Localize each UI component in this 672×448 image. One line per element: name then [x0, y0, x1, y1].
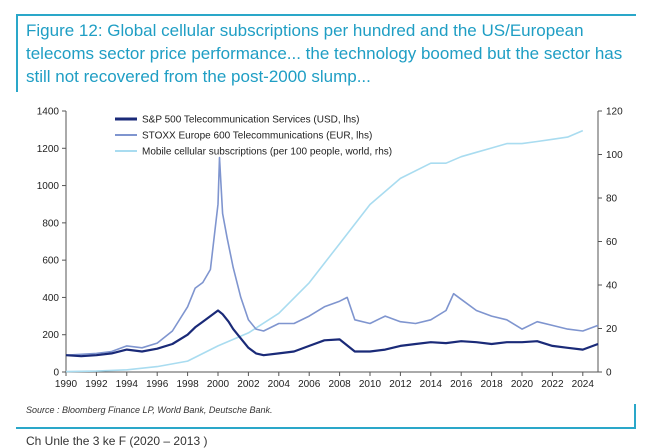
frame-right-border [634, 404, 636, 428]
x-tick-label: 2010 [359, 379, 382, 390]
y-right-tick-label: 0 [606, 368, 612, 379]
next-figure-title-cutoff: Ch Unle the 3 ke F (2020 – 2013 ) [26, 434, 208, 448]
x-tick-label: 2020 [511, 379, 534, 390]
y-right-tick-label: 80 [606, 194, 618, 205]
x-tick-label: 2004 [268, 379, 291, 390]
x-tick-label: 1996 [146, 379, 169, 390]
legend-label: STOXX Europe 600 Telecommunications (EUR… [142, 131, 372, 142]
y-left-tick-label: 400 [42, 293, 59, 304]
x-tick-label: 2002 [237, 379, 260, 390]
legend-label: Mobile cellular subscriptions (per 100 p… [142, 147, 392, 158]
x-tick-label: 1992 [85, 379, 108, 390]
y-left-tick-label: 1400 [37, 107, 60, 118]
y-right-tick-label: 60 [606, 237, 618, 248]
x-tick-label: 2022 [541, 379, 564, 390]
y-right-tick-label: 20 [606, 324, 618, 335]
x-tick-label: 2014 [420, 379, 443, 390]
x-tick-label: 1998 [176, 379, 199, 390]
series-line-sp500-telecom [65, 309, 599, 358]
figure-title: Figure 12: Global cellular subscriptions… [26, 21, 623, 86]
x-tick-label: 2000 [207, 379, 230, 390]
x-tick-label: 2006 [298, 379, 321, 390]
source-note: Source : Bloomberg Finance LP, World Ban… [26, 405, 273, 415]
y-left-tick-label: 600 [42, 256, 59, 267]
series-line-mobile-subscriptions [65, 129, 584, 373]
x-tick-label: 1990 [55, 379, 78, 390]
frame-left-border [16, 14, 18, 92]
y-right-tick-label: 100 [606, 150, 623, 161]
legend-label: S&P 500 Telecommunication Services (USD,… [142, 115, 360, 126]
series-line-stoxx-europe-telecom [65, 156, 599, 356]
y-left-tick-label: 200 [42, 330, 59, 341]
y-left-tick-label: 800 [42, 218, 59, 229]
y-left-tick-label: 0 [53, 368, 59, 379]
frame-top-border [16, 14, 636, 16]
y-right-tick-label: 40 [606, 281, 618, 292]
x-tick-label: 2016 [450, 379, 473, 390]
x-tick-label: 2008 [328, 379, 351, 390]
x-tick-label: 1994 [116, 379, 139, 390]
x-tick-label: 2024 [572, 379, 595, 390]
y-left-tick-label: 1000 [37, 181, 60, 192]
y-right-tick-label: 120 [606, 107, 623, 118]
y-left-tick-label: 1200 [37, 144, 60, 155]
x-tick-label: 2012 [389, 379, 412, 390]
x-tick-label: 2018 [480, 379, 503, 390]
frame-bottom-border [16, 427, 636, 429]
